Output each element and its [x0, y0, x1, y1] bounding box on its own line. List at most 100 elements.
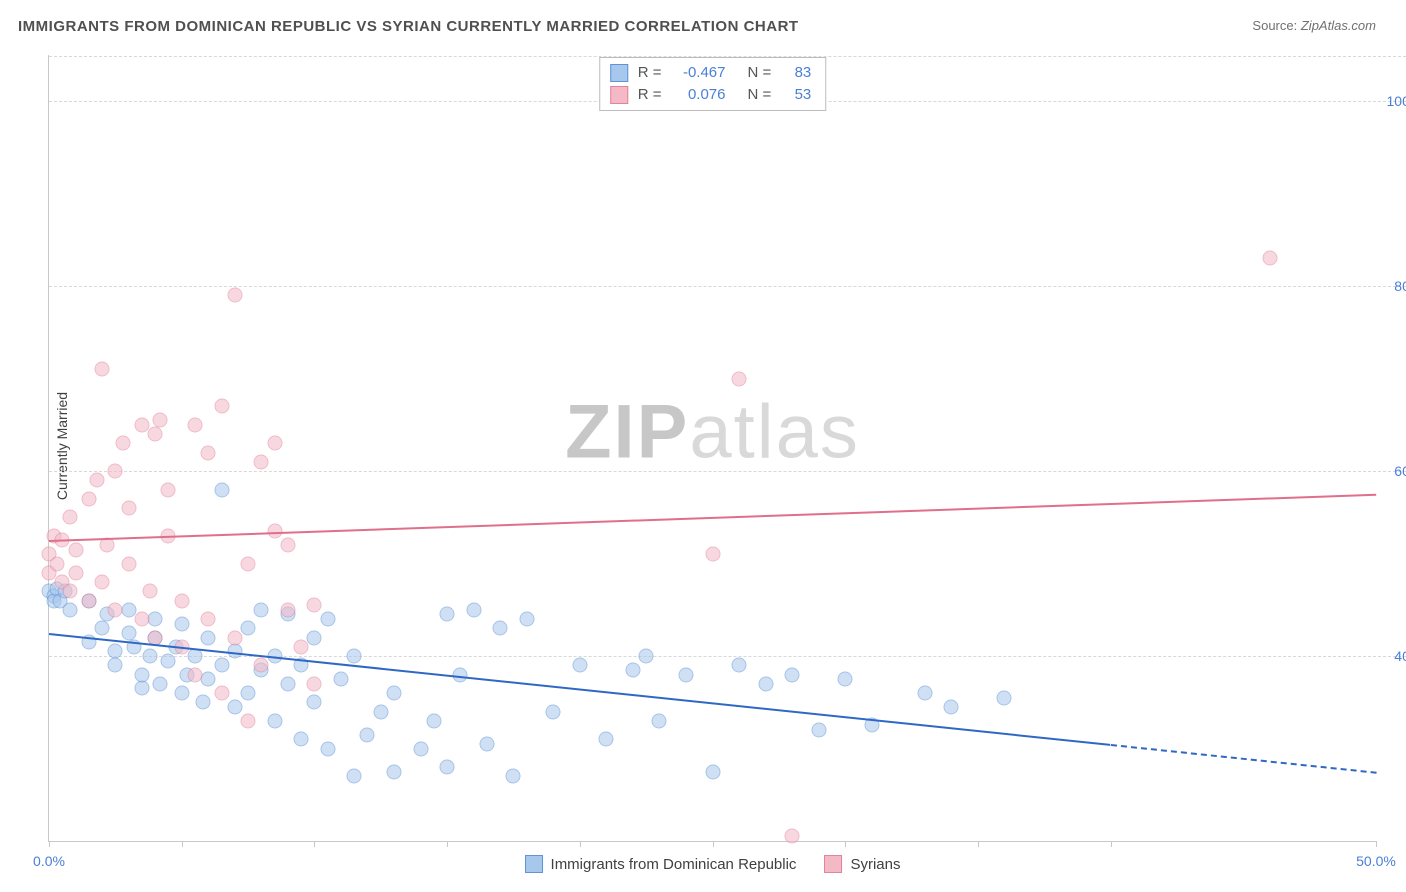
correlation-legend: R =-0.467N =83R =0.076N =53	[599, 57, 827, 111]
data-point-dominican	[572, 658, 587, 673]
data-point-dominican	[161, 653, 176, 668]
data-point-syrian	[201, 445, 216, 460]
data-point-syrian	[95, 362, 110, 377]
data-point-dominican	[153, 676, 168, 691]
x-tick	[182, 841, 183, 847]
data-point-dominican	[546, 704, 561, 719]
series-name: Syrians	[850, 856, 900, 873]
data-point-syrian	[89, 473, 104, 488]
data-point-syrian	[254, 454, 269, 469]
data-point-dominican	[387, 686, 402, 701]
data-point-dominican	[307, 630, 322, 645]
legend-r-label: R =	[638, 62, 662, 84]
x-tick	[314, 841, 315, 847]
data-point-dominican	[440, 607, 455, 622]
data-point-syrian	[187, 417, 202, 432]
data-point-dominican	[320, 612, 335, 627]
legend-swatch	[610, 86, 628, 104]
data-point-syrian	[68, 565, 83, 580]
data-point-dominican	[360, 727, 375, 742]
data-point-dominican	[426, 713, 441, 728]
data-point-syrian	[174, 593, 189, 608]
data-point-syrian	[227, 288, 242, 303]
y-tick-label: 40.0%	[1394, 648, 1406, 664]
data-point-syrian	[108, 602, 123, 617]
series-legend-item-syrian: Syrians	[824, 855, 900, 873]
data-point-syrian	[153, 413, 168, 428]
trendline	[49, 494, 1376, 542]
data-point-dominican	[479, 736, 494, 751]
source-attribution: Source: ZipAtlas.com	[1252, 18, 1376, 33]
data-point-syrian	[63, 510, 78, 525]
x-tick	[1376, 841, 1377, 847]
data-point-dominican	[227, 699, 242, 714]
data-point-dominican	[280, 676, 295, 691]
data-point-syrian	[116, 436, 131, 451]
data-point-syrian	[49, 556, 64, 571]
data-point-dominican	[121, 602, 136, 617]
data-point-dominican	[241, 686, 256, 701]
data-point-syrian	[254, 658, 269, 673]
data-point-syrian	[294, 639, 309, 654]
x-tick	[447, 841, 448, 847]
data-point-dominican	[241, 621, 256, 636]
data-point-dominican	[732, 658, 747, 673]
data-point-syrian	[63, 584, 78, 599]
data-point-syrian	[280, 538, 295, 553]
data-point-dominican	[121, 625, 136, 640]
data-point-dominican	[134, 681, 149, 696]
data-point-syrian	[785, 829, 800, 844]
y-tick-label: 60.0%	[1394, 463, 1406, 479]
legend-row-syrian: R =0.076N =53	[610, 84, 812, 106]
data-point-syrian	[134, 417, 149, 432]
data-point-dominican	[652, 713, 667, 728]
data-point-dominican	[307, 695, 322, 710]
watermark: ZIPatlas	[565, 389, 860, 476]
source-label: Source:	[1252, 18, 1297, 33]
data-point-dominican	[811, 723, 826, 738]
data-point-dominican	[294, 732, 309, 747]
data-point-dominican	[214, 482, 229, 497]
data-point-dominican	[201, 672, 216, 687]
data-point-syrian	[214, 686, 229, 701]
data-point-dominican	[440, 760, 455, 775]
data-point-dominican	[267, 713, 282, 728]
data-point-dominican	[254, 602, 269, 617]
legend-swatch	[525, 855, 543, 873]
x-tick	[845, 841, 846, 847]
data-point-syrian	[732, 371, 747, 386]
data-point-syrian	[161, 482, 176, 497]
data-point-syrian	[187, 667, 202, 682]
trendline-extrapolated	[1110, 744, 1376, 774]
trendline	[49, 633, 1111, 746]
data-point-dominican	[195, 695, 210, 710]
data-point-dominican	[201, 630, 216, 645]
data-point-dominican	[63, 602, 78, 617]
data-point-dominican	[148, 612, 163, 627]
legend-n-value: 53	[781, 84, 811, 106]
data-point-dominican	[678, 667, 693, 682]
legend-r-value: 0.076	[672, 84, 726, 106]
data-point-syrian	[95, 575, 110, 590]
data-point-dominican	[466, 602, 481, 617]
data-point-dominican	[506, 769, 521, 784]
data-point-dominican	[387, 764, 402, 779]
legend-n-label: N =	[748, 84, 772, 106]
x-tick	[978, 841, 979, 847]
data-point-syrian	[142, 584, 157, 599]
data-point-dominican	[333, 672, 348, 687]
data-point-syrian	[121, 501, 136, 516]
data-point-dominican	[917, 686, 932, 701]
x-tick	[580, 841, 581, 847]
x-tick	[713, 841, 714, 847]
series-legend: Immigrants from Dominican RepublicSyrian…	[525, 855, 901, 873]
data-point-syrian	[241, 556, 256, 571]
data-point-dominican	[320, 741, 335, 756]
data-point-dominican	[347, 769, 362, 784]
data-point-syrian	[68, 542, 83, 557]
legend-row-dominican: R =-0.467N =83	[610, 62, 812, 84]
legend-n-label: N =	[748, 62, 772, 84]
legend-r-value: -0.467	[672, 62, 726, 84]
data-point-syrian	[1262, 251, 1277, 266]
data-point-syrian	[148, 427, 163, 442]
